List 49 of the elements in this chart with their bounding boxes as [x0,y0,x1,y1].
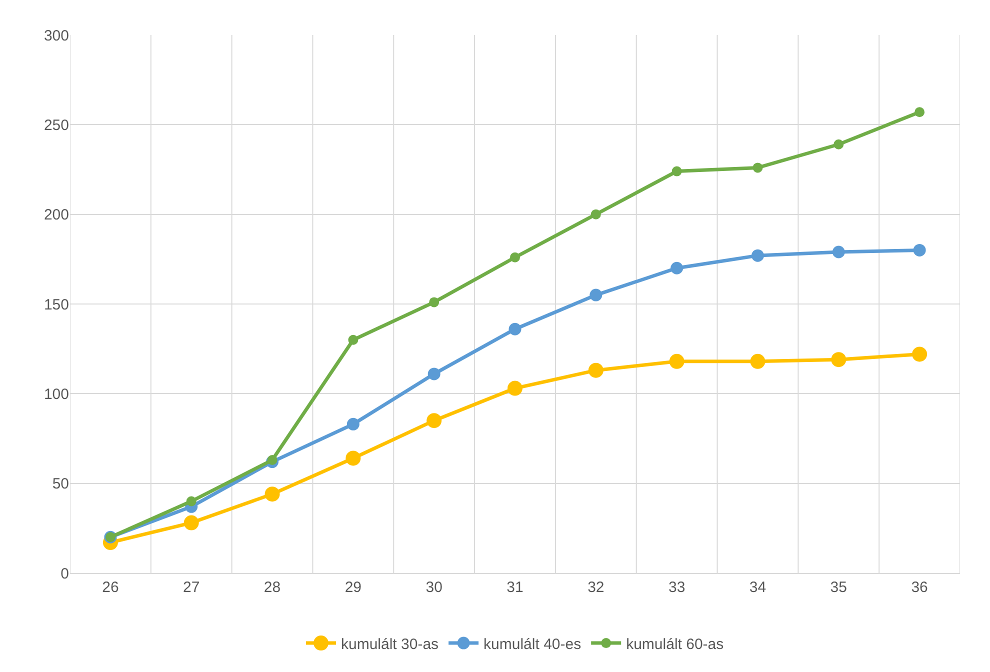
point [834,139,844,150]
legend-label: kumulált 40-es [484,636,582,653]
point [669,354,684,369]
x-tick-label: 33 [668,579,686,596]
point [264,486,280,502]
point [831,352,846,368]
x-tick-label: 26 [102,579,119,596]
point [508,322,522,336]
point [429,297,440,308]
point [346,418,360,430]
point [426,413,442,428]
y-tick-label: 250 [44,116,69,134]
y-tick-label: 0 [60,565,69,582]
legend-label: kumulált 30-as [341,636,439,653]
x-tick-label: 27 [183,579,200,596]
point [750,354,766,369]
point [913,244,926,256]
point [751,249,764,262]
point [267,455,278,466]
point [914,107,925,118]
y-tick-label: 300 [44,27,69,44]
x-tick-label: 34 [749,579,766,596]
point [428,368,440,380]
point [186,496,196,506]
point [348,334,358,345]
point [510,252,520,262]
point [590,288,602,302]
x-tick-label: 30 [426,579,442,596]
y-tick-label: 200 [44,206,69,224]
point [184,515,199,530]
point [346,450,361,466]
x-tick-label: 28 [264,579,281,596]
point [832,246,845,258]
point [670,262,684,274]
point [752,162,763,173]
point [912,346,928,362]
x-tick-label: 32 [588,579,604,596]
point [508,380,522,396]
point [590,209,601,220]
y-tick-label: 50 [52,476,69,493]
x-tick-label: 35 [830,579,847,596]
x-tick-label: 31 [506,579,524,596]
x-tick-label: 29 [344,579,362,596]
x-tick-label: 36 [911,579,928,596]
point [672,166,682,176]
y-tick-label: 100 [44,386,69,403]
y-tick-label: 150 [44,296,69,314]
legend-label: kumulált 60-as [626,636,724,653]
point [588,362,604,378]
